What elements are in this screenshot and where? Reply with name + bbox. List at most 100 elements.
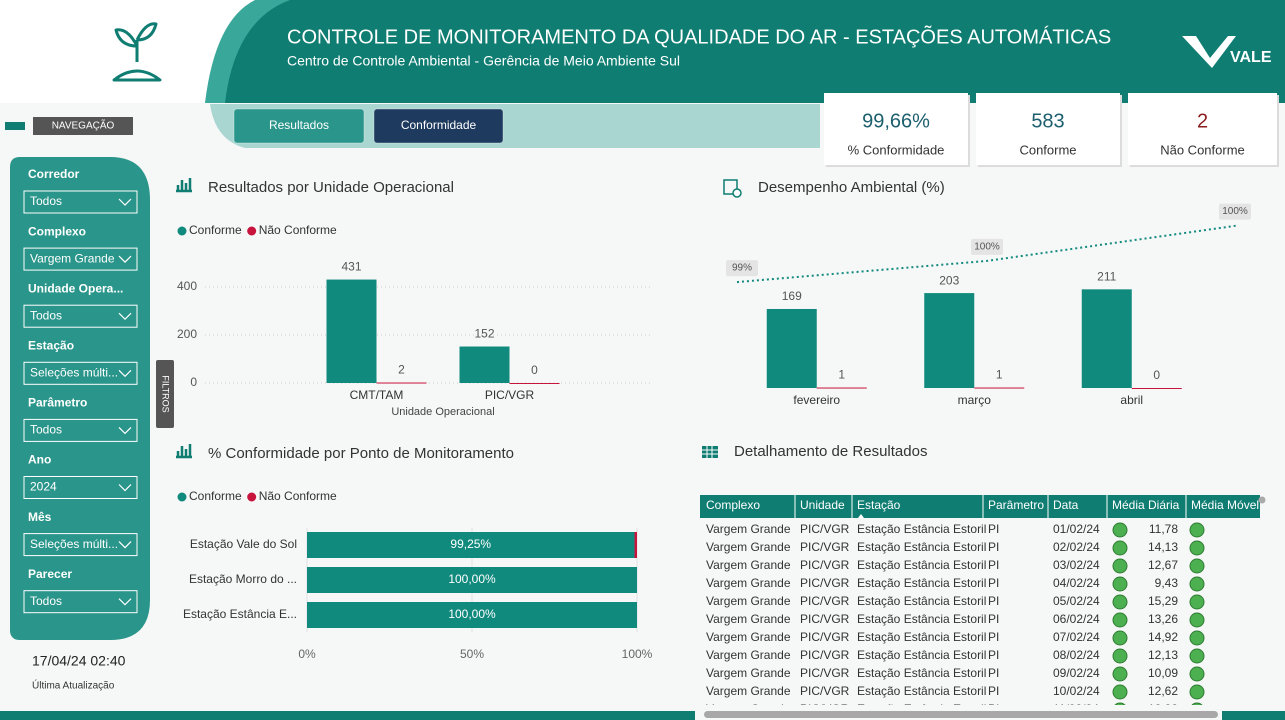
table-cell: 03/02/24 [1053,558,1100,572]
filter-value[interactable]: Todos [30,423,62,437]
table-cell: PI [988,522,999,536]
filter-label: Corredor [28,167,80,181]
bar [816,387,867,389]
filter-value[interactable]: Todos [30,594,62,608]
x-tick-label: CMT/TAM [350,388,404,402]
bar-value-label: 0 [531,363,538,377]
bar [459,346,510,383]
status-indicator [1189,558,1205,574]
kpi-label: % Conformidade [848,142,945,157]
filter-dropdown[interactable] [23,533,138,557]
filter-value[interactable]: Seleções múlti... [30,365,118,379]
table-scrollbar[interactable] [704,711,1218,718]
footer-band [1222,711,1285,720]
table-cell: PIC/VGR [800,558,850,572]
filter-value[interactable]: Todos [30,308,62,322]
line-value-label: 99% [732,263,752,274]
nav-button[interactable] [233,108,365,144]
table-cell: PI [988,558,999,572]
chart-title: Desempenho Ambiental (%) [758,179,945,196]
table-cell: PI [988,630,999,644]
table-cell: PI [988,540,999,554]
scrollbar-handle [1258,496,1266,504]
filter-tab[interactable] [156,360,174,428]
table-cell: Estação Estância Estoril [857,666,986,680]
filter-chevron [118,484,132,492]
filter-dropdown[interactable] [23,590,138,614]
table-cell: Estação Estância Estoril [857,684,986,698]
table-cell: Vargem Grande [706,558,791,572]
kpi-label: Conforme [1019,142,1076,157]
filter-tab-label[interactable]: FILTROS [161,375,171,412]
vale-logo-mark [1182,36,1236,68]
filter-label: Ano [28,453,51,467]
filter-dropdown[interactable] [23,361,138,385]
table-cell: PIC/VGR [800,630,850,644]
filter-value[interactable]: Todos [30,194,62,208]
table-cell: Estação Estância Estoril [857,648,986,662]
kpi-value: 99,66% [862,110,930,132]
status-indicator [1112,522,1128,538]
kpi-value: 2 [1197,110,1208,132]
table-cell: Vargem Grande [706,540,791,554]
legend-marker [177,492,187,502]
filter-value[interactable]: Vargem Grande [30,251,115,265]
table-header-cell[interactable]: Unidade [800,498,845,512]
table-cell: PI [988,594,999,608]
table-header-cell[interactable]: Data [1053,498,1079,512]
filter-dropdown[interactable] [23,247,138,271]
table-header-cell[interactable]: Estação [857,498,901,512]
table-cell: 06/02/24 [1053,612,1100,626]
table-cell: PIC/VGR [800,702,850,716]
header-title: CONTROLE DE MONITORAMENTO DA QUALIDADE D… [287,24,1111,48]
sort-arrow [858,514,864,518]
filter-dropdown[interactable] [23,304,138,328]
filter-dropdown[interactable] [23,418,138,442]
nav-button-label[interactable]: Resultados [269,118,329,132]
chart-icon [176,178,192,193]
nav-button-label[interactable]: Conformidade [401,118,477,132]
bar-value-label: 169 [782,289,802,303]
nav-label-box [33,117,133,135]
bar [307,567,637,593]
x-tick-label: março [958,393,992,407]
bar-value-label: 431 [341,260,361,274]
x-tick-label: fevereiro [793,393,840,407]
line-label-box [1219,203,1251,220]
filter-value[interactable]: Seleções múlti... [30,537,118,551]
x-tick-label: 0% [298,647,316,661]
table-cell: 13,26 [1148,612,1178,626]
status-indicator [1189,684,1205,700]
filter-panel [10,157,150,640]
filter-label: Estação [28,338,74,352]
status-indicator [1189,612,1205,628]
table-header-cell[interactable]: Parâmetro [988,498,1044,512]
table-cell: 14,13 [1148,540,1178,554]
table-header-cell[interactable]: Média Diária [1112,498,1180,512]
filter-chevron [118,369,132,378]
status-indicator [1114,702,1126,705]
table-cell: Vargem Grande [706,522,791,536]
table-body: Vargem Grande PIC/VGR Estação Estância Est… [706,522,1205,716]
nav-marker [5,122,25,130]
x-tick-label: PIC/VGR [485,388,535,402]
line-label-box [971,238,1003,255]
table-cell: PI [988,612,999,626]
y-category-label: Estação Vale do Sol [190,537,297,551]
chart-title: % Conformidade por Ponto de Monitorament… [208,445,514,462]
filter-value[interactable]: 2024 [30,480,57,494]
table-cell: PIC/VGR [800,576,850,590]
filter-chevron [118,598,132,606]
filter-dropdown[interactable] [23,476,138,499]
y-tick-label: 200 [177,327,197,341]
table-header-cell[interactable]: Complexo [706,498,760,512]
table-cell: Estação Estância Estoril [857,576,986,590]
table-cell: 02/02/24 [1053,540,1100,554]
line-series [736,224,1238,284]
filter-dropdown[interactable] [23,190,138,214]
nav-button[interactable] [373,108,504,144]
table-header-cell[interactable]: Média Móvel [1191,498,1259,512]
bar [766,308,817,388]
filter-chevron [118,198,132,206]
